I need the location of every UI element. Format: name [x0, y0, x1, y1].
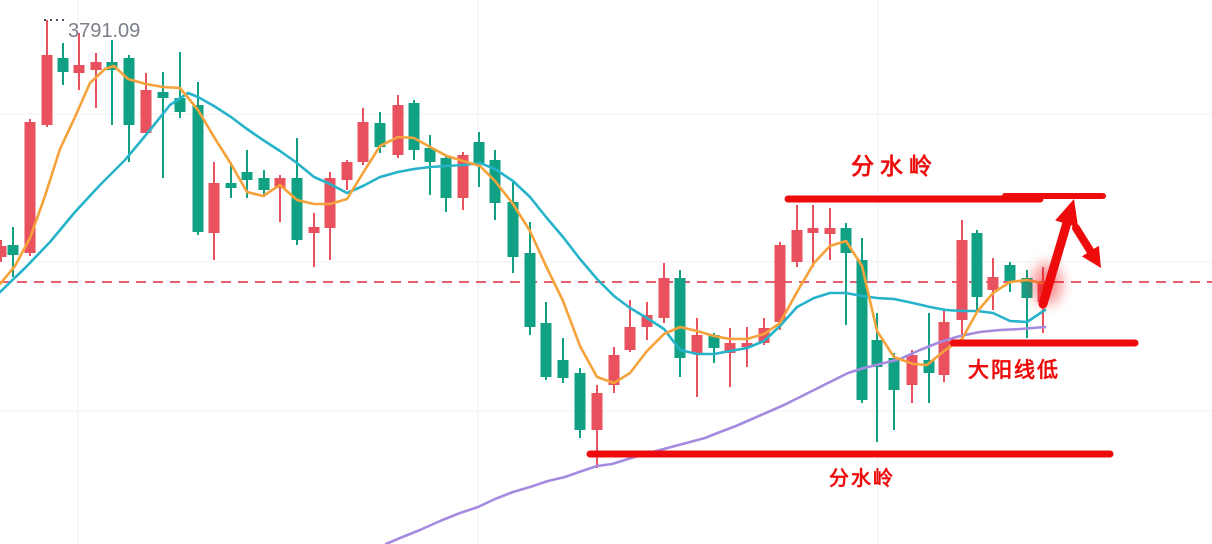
- annotation-label-watershed-top[interactable]: 分水岭: [851, 154, 938, 179]
- candle-body: [57, 58, 69, 72]
- candle-body: [774, 245, 786, 322]
- ma-slow-purple: [384, 325, 1047, 544]
- candle-body: [624, 327, 636, 350]
- annotation-label-watershed-bottom[interactable]: 分水岭: [829, 468, 895, 490]
- candle-body: [956, 240, 968, 320]
- candle-body: [856, 260, 868, 400]
- candle-body: [274, 178, 286, 188]
- candle-body: [440, 158, 452, 198]
- candle-body: [341, 162, 353, 180]
- candle-body: [73, 65, 85, 73]
- candle-body: [540, 323, 552, 377]
- candle-body: [791, 230, 803, 262]
- candle-body: [0, 246, 7, 257]
- candle-body: [507, 202, 519, 257]
- candle-body: [473, 142, 485, 163]
- candle-body: [308, 227, 320, 233]
- candle-body: [457, 155, 469, 198]
- ma-mid-cyan: [0, 91, 1047, 356]
- candle-body: [7, 245, 19, 255]
- candle-body: [1021, 278, 1033, 298]
- candle-body: [591, 393, 603, 430]
- candle-body: [724, 343, 736, 353]
- candle-body: [90, 62, 102, 70]
- price-high-label: 3791.09: [68, 20, 141, 42]
- candle-body: [374, 123, 386, 147]
- candle-body: [174, 98, 186, 112]
- drawn-arrow-up-shaft[interactable]: [1038, 215, 1073, 309]
- candle-body: [157, 92, 169, 98]
- candle-body: [691, 335, 703, 353]
- drawn-arrow-up-head[interactable]: [1055, 199, 1079, 228]
- candle-body: [123, 58, 135, 125]
- candle-body: [140, 90, 152, 133]
- candle-body: [906, 355, 918, 385]
- candle-body: [741, 343, 753, 347]
- candle-body: [871, 340, 883, 367]
- candle-body: [574, 373, 586, 430]
- candle-body: [971, 233, 983, 297]
- candle-body: [807, 228, 819, 233]
- drawn-arrow-down-shaft[interactable]: [1072, 224, 1097, 259]
- candle-body: [557, 360, 569, 378]
- candle-body: [888, 358, 900, 390]
- candle-body: [24, 122, 36, 253]
- drawn-arrow-down-head[interactable]: [1081, 245, 1101, 268]
- candle-body: [708, 335, 720, 348]
- candle-body: [41, 55, 53, 125]
- candle-body: [641, 315, 653, 327]
- ma-fast-orange: [0, 64, 1044, 385]
- candle-body: [923, 360, 935, 373]
- candle-body: [392, 105, 404, 155]
- candle-body: [424, 148, 436, 162]
- candle-body: [524, 253, 536, 327]
- candle-body: [192, 105, 204, 232]
- annotation-label-big-yang-low[interactable]: 大阳线低: [968, 358, 1060, 382]
- candle-body: [824, 228, 836, 234]
- candle-body: [408, 103, 420, 150]
- candle-body: [258, 178, 270, 190]
- candle-body: [938, 322, 950, 375]
- candle-body: [291, 178, 303, 240]
- candle-body: [674, 278, 686, 358]
- candle-body: [608, 355, 620, 385]
- candle-body: [241, 172, 253, 180]
- candle-body: [758, 328, 770, 343]
- candle-body: [987, 277, 999, 290]
- candle-body: [1004, 265, 1016, 281]
- candle-body: [225, 183, 237, 188]
- candle-body: [658, 278, 670, 318]
- candle-body: [208, 183, 220, 233]
- candle-body: [357, 122, 369, 162]
